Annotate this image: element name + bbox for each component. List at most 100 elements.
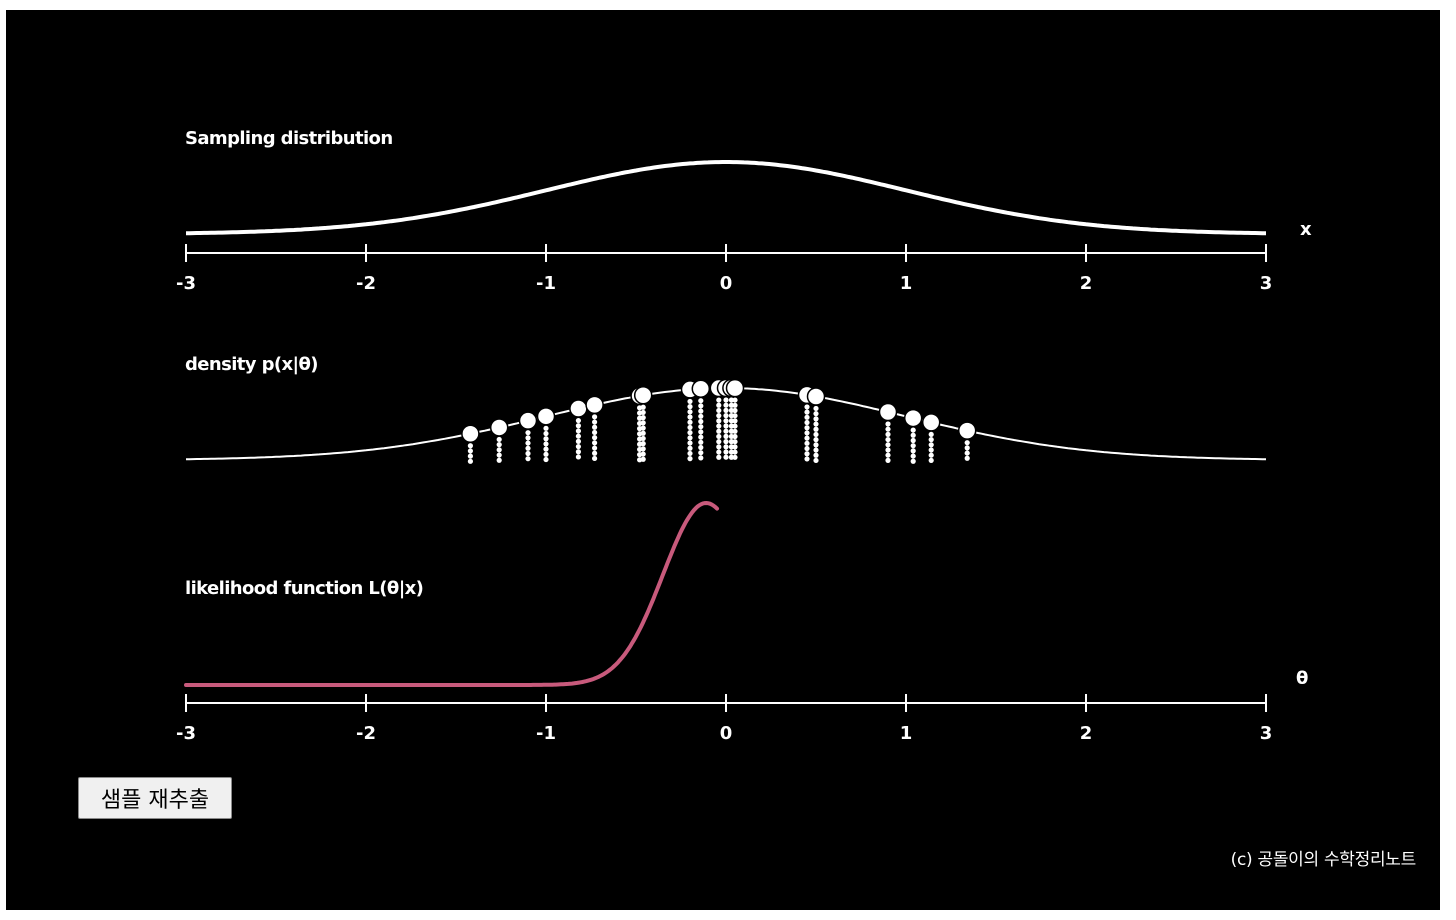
- sample-dropline-dot: [732, 423, 738, 429]
- sample-point: [489, 418, 509, 463]
- theta-axis-tick-label: 0: [720, 723, 733, 744]
- sample-dropline-dot: [928, 437, 934, 443]
- sample-dropline-dot: [723, 418, 729, 424]
- sample-dropline-dot: [592, 429, 598, 436]
- sample-point: [633, 385, 653, 462]
- sample-dropline-dot: [698, 424, 704, 430]
- likelihood-curve: [184, 500, 719, 687]
- sample-dropline-dot: [728, 397, 735, 403]
- sample-dropline-dot: [732, 413, 738, 419]
- sample-dropline-dot: [813, 452, 819, 458]
- sample-dropline-dot: [804, 430, 810, 436]
- sample-dropline-dot: [575, 438, 582, 444]
- sample-dropline-dot: [640, 435, 646, 442]
- sample-dropline-dot: [496, 452, 502, 458]
- sample-dropline-dot: [575, 417, 582, 424]
- sample-dropline-dot: [728, 449, 735, 455]
- sample-dropline-dot: [964, 455, 970, 461]
- sample-dropline-dot: [640, 425, 646, 431]
- sample-dot: [585, 395, 604, 415]
- sample-dropline-dot: [525, 450, 531, 457]
- sample-dropline-dot: [716, 428, 722, 434]
- sample-dropline-dot: [885, 442, 891, 448]
- sample-dropline-dot: [698, 403, 704, 409]
- sample-dropline-dot: [640, 409, 646, 416]
- sample-point: [878, 402, 898, 463]
- sample-dropline-dot: [687, 445, 693, 451]
- sample-markers: [461, 378, 977, 464]
- sample-dropline-dot: [928, 442, 934, 448]
- resample-button[interactable]: 샘플 재추출: [78, 777, 232, 819]
- likelihood-title: likelihood function L(θ|x): [185, 578, 423, 599]
- sample-dropline-dot: [723, 433, 729, 439]
- sample-dropline-dot: [732, 418, 738, 424]
- sample-dropline-dot: [716, 402, 722, 408]
- sample-point: [585, 395, 604, 462]
- sample-dropline-dot: [813, 416, 819, 422]
- sample-dropline-dot: [543, 436, 549, 442]
- x-axis-tick-label: -1: [536, 273, 556, 294]
- sample-dropline-dot: [575, 428, 582, 434]
- theta-axis-ticks: -3 -2 -1 0 1 2 3: [176, 694, 1272, 744]
- sample-dot: [957, 421, 977, 440]
- sample-dropline-dot: [732, 439, 738, 445]
- sample-dropline-dot: [496, 457, 502, 463]
- sample-dot: [903, 408, 923, 428]
- sample-dropline-dot: [543, 451, 549, 457]
- sample-dropline-dot: [640, 441, 646, 447]
- sample-dropline-dot: [723, 428, 729, 434]
- sample-dropline-dot: [804, 425, 810, 431]
- sample-dropline-dot: [687, 456, 693, 462]
- sample-dropline-dot: [687, 414, 693, 420]
- sample-point: [518, 411, 538, 462]
- x-axis-tick-label: 0: [720, 273, 733, 294]
- x-axis-tick-label: -2: [356, 273, 376, 294]
- sample-dropline-dot: [928, 457, 934, 464]
- sample-dropline-dot: [804, 456, 810, 462]
- sample-dropline-dot: [723, 449, 729, 455]
- sample-dropline-dot: [716, 413, 722, 419]
- sample-dropline-dot: [575, 454, 582, 460]
- sample-dropline-dot: [592, 450, 598, 456]
- sample-dropline-dot: [732, 397, 738, 403]
- sample-dropline-dot: [698, 450, 704, 456]
- sample-dropline-dot: [716, 397, 722, 403]
- theta-axis-tick-label: -3: [176, 723, 196, 744]
- sample-dropline-dot: [592, 435, 598, 441]
- sample-dropline-dot: [813, 426, 819, 432]
- sample-dropline-dot: [687, 450, 693, 457]
- density-title: density p(x|θ): [185, 354, 318, 375]
- sample-dropline-dot: [732, 407, 738, 414]
- sample-dropline-dot: [723, 444, 729, 450]
- sample-point: [461, 424, 480, 464]
- sample-dropline-dot: [640, 415, 646, 421]
- sample-dot: [633, 385, 653, 405]
- sample-dropline-dot: [698, 429, 704, 435]
- sample-dropline-dot: [728, 444, 735, 450]
- sample-dropline-dot: [964, 450, 970, 456]
- sample-dropline-dot: [687, 419, 693, 425]
- sample-dropline-dot: [813, 447, 819, 453]
- sample-dropline-dot: [698, 413, 704, 419]
- sample-dropline-dot: [543, 425, 549, 431]
- sample-dropline-dot: [698, 444, 704, 451]
- sample-dropline-dot: [813, 421, 819, 427]
- sample-dropline-dot: [716, 407, 722, 414]
- sample-point: [691, 379, 711, 461]
- sample-dropline-dot: [543, 441, 549, 447]
- sample-dropline-dot: [525, 440, 531, 446]
- sample-dropline-dot: [813, 431, 819, 438]
- sample-dropline-dot: [723, 439, 729, 445]
- x-axis-label: x: [1300, 219, 1312, 240]
- sample-dropline-dot: [687, 440, 693, 446]
- sample-dropline-dot: [640, 451, 646, 457]
- sample-dropline-dot: [728, 402, 735, 408]
- sample-dropline-dot: [716, 423, 722, 429]
- sample-dropline-dot: [592, 424, 598, 430]
- sample-dropline-dot: [804, 451, 810, 457]
- sample-dropline-dot: [723, 454, 729, 460]
- sample-dropline-dot: [640, 404, 646, 410]
- plot-area: Sampling distribution -3 -2 -1 0 1 2 3 x densi…: [176, 128, 1312, 744]
- sample-dot: [878, 402, 898, 422]
- sample-dot: [461, 424, 480, 443]
